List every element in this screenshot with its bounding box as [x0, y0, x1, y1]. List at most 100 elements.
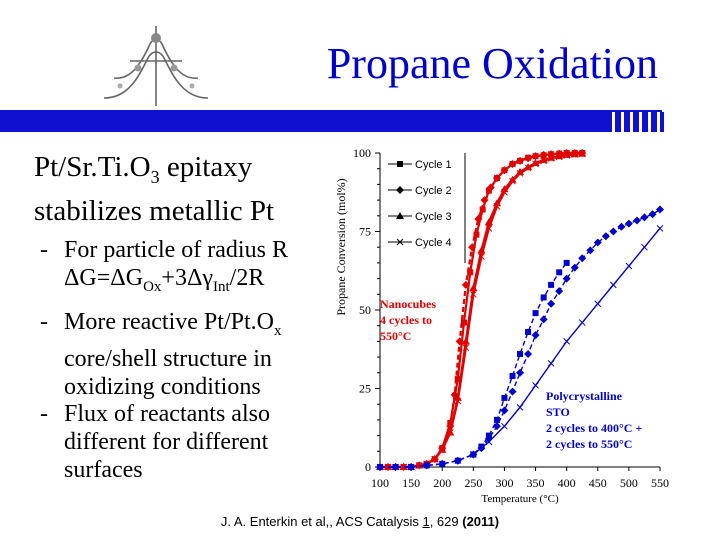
data-point — [500, 166, 509, 175]
data-point — [531, 152, 540, 161]
data-point — [540, 294, 547, 301]
data-point — [469, 290, 477, 298]
equation-part: +3Δγ — [161, 265, 213, 291]
bullet-text: Flux of reactants also different for dif… — [64, 401, 270, 483]
data-point — [540, 157, 547, 165]
data-point — [501, 188, 508, 196]
data-point — [593, 238, 602, 247]
data-point — [617, 222, 626, 231]
citation-text: J. A. Enterkin et al,, ACS Catalysis — [220, 514, 423, 529]
data-point — [532, 160, 539, 168]
series-6 — [376, 205, 664, 471]
data-point — [415, 462, 423, 469]
data-point — [563, 259, 570, 266]
data-point — [501, 422, 508, 430]
annotation-line: Polycrystalline — [546, 389, 623, 403]
data-point — [461, 280, 470, 289]
data-point — [508, 387, 517, 396]
data-point — [438, 446, 446, 454]
data-point — [656, 205, 664, 214]
annotation-line: Nanocubes — [380, 297, 436, 311]
title-divider-bar — [0, 110, 662, 132]
data-point — [501, 394, 508, 401]
data-point — [532, 382, 539, 389]
data-point — [609, 227, 618, 236]
data-point — [641, 243, 648, 251]
heading-subscript: 3 — [150, 166, 160, 187]
data-point — [469, 451, 477, 458]
data-point — [586, 246, 595, 255]
data-point — [571, 151, 579, 158]
annotation-line: 2 cycles to 550°C — [546, 437, 632, 451]
citation-volume: 1 — [422, 514, 430, 529]
legend-marker — [396, 212, 404, 219]
data-point — [563, 338, 571, 345]
data-point — [493, 203, 501, 210]
x-tick-label: 150 — [402, 476, 420, 490]
legend-label: Cycle 4 — [415, 237, 452, 249]
data-point — [648, 210, 657, 219]
data-point — [467, 269, 474, 276]
x-tick-label: 450 — [589, 476, 607, 490]
bullet-text-rest: core/shell structure in oxidizing condit… — [64, 345, 272, 400]
data-point — [486, 183, 495, 192]
data-point — [479, 206, 486, 213]
data-point — [516, 368, 524, 377]
title-divider-stripes — [612, 112, 664, 132]
equation-subscript: Ox — [143, 278, 162, 295]
data-point — [601, 232, 610, 241]
data-point — [493, 416, 500, 423]
data-point — [562, 274, 571, 283]
data-point — [547, 299, 556, 308]
y-tick-label: 50 — [359, 303, 371, 317]
series-7 — [469, 225, 664, 458]
y-tick-label: 75 — [359, 225, 371, 239]
data-point — [446, 429, 454, 436]
x-tick-label: 550 — [651, 476, 669, 490]
annotation-line: 4 cycles to — [380, 313, 432, 327]
bullet-dash: - — [40, 309, 48, 335]
x-tick-label: 300 — [495, 476, 513, 490]
data-point — [532, 310, 539, 317]
bullet-text: For particle of radius R — [64, 237, 288, 263]
x-tick-label: 500 — [620, 476, 638, 490]
y-tick-label: 0 — [365, 460, 371, 474]
data-point — [563, 152, 571, 159]
data-point — [555, 153, 563, 161]
data-point — [625, 262, 633, 270]
data-point — [468, 243, 477, 252]
data-point — [539, 150, 548, 159]
data-point — [431, 455, 439, 463]
data-point — [422, 461, 431, 470]
data-point — [624, 219, 633, 228]
data-point — [376, 463, 384, 471]
legend-marker — [396, 186, 404, 194]
data-point — [555, 287, 564, 296]
legend-label: Cycle 1 — [415, 159, 452, 171]
data-point — [473, 231, 480, 238]
data-point — [407, 463, 416, 471]
x-tick-label: 100 — [371, 476, 389, 490]
citation-year: (2011) — [462, 514, 500, 529]
data-point — [509, 372, 516, 379]
data-point — [454, 376, 461, 383]
data-point — [508, 159, 517, 168]
data-point — [516, 403, 524, 411]
data-point — [462, 344, 470, 352]
data-point — [500, 406, 509, 415]
citation-pages: , 629 — [429, 514, 463, 529]
data-point — [517, 350, 523, 357]
data-point — [455, 337, 464, 346]
citation: J. A. Enterkin et al,, ACS Catalysis 1, … — [0, 514, 720, 529]
data-point — [453, 456, 462, 465]
data-point — [461, 319, 467, 326]
equation-subscript: Int — [213, 278, 230, 295]
data-point — [656, 225, 664, 232]
data-point — [391, 463, 400, 471]
data-point — [524, 349, 533, 358]
annotation-line: 2 cycles to 400°C + — [546, 421, 642, 435]
slide-title: Propane Oxidation — [326, 39, 658, 88]
data-point — [508, 175, 517, 183]
data-point — [556, 269, 563, 276]
